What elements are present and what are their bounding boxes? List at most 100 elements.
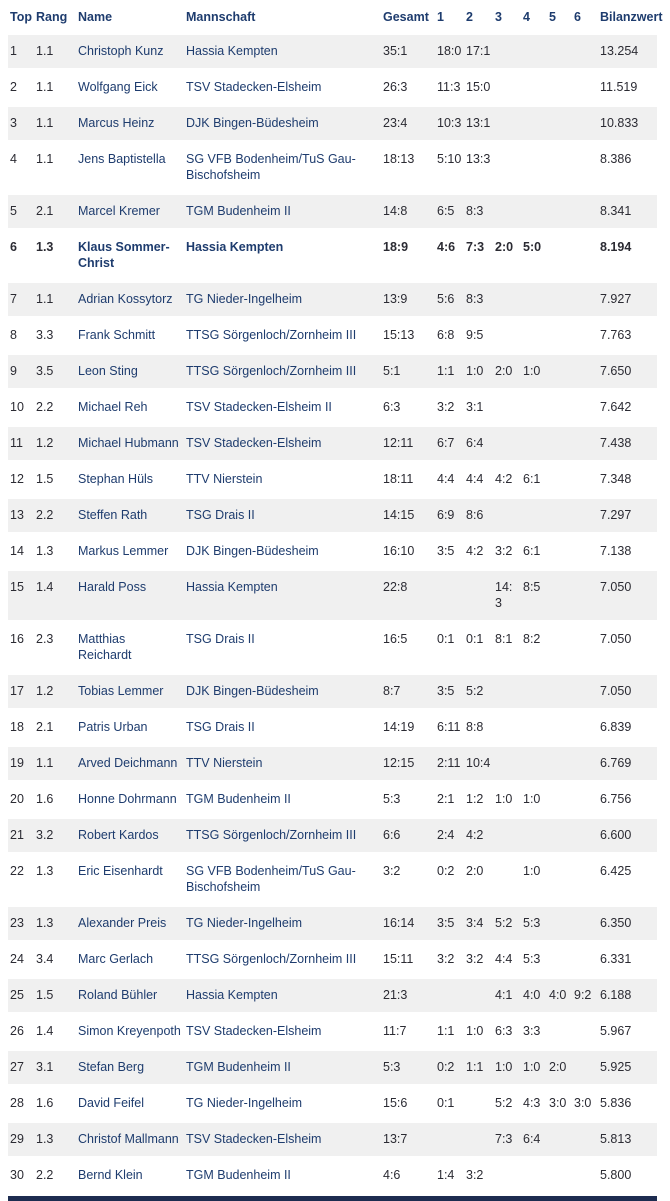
cell-round-1: 2:11 bbox=[437, 756, 461, 770]
table-row: 12 1.5 Stephan Hüls TTV Nierstein 18:11 … bbox=[8, 463, 657, 499]
player-name-link[interactable]: Bernd Klein bbox=[78, 1168, 143, 1182]
team-link[interactable]: Hassia Kempten bbox=[186, 44, 278, 58]
table-row: 15 1.4 Harald Poss Hassia Kempten 22:8 1… bbox=[8, 571, 657, 623]
cell-bilanzwert: 10.833 bbox=[600, 116, 639, 130]
team-link[interactable]: TG Nieder-Ingelheim bbox=[186, 916, 303, 930]
player-name-link[interactable]: Eric Eisenhardt bbox=[78, 864, 163, 878]
player-name-link[interactable]: Stefan Berg bbox=[78, 1060, 145, 1074]
cell-round-6 bbox=[574, 1167, 600, 1183]
cell-round-6 bbox=[574, 719, 600, 735]
player-name-link[interactable]: David Feifel bbox=[78, 1096, 144, 1110]
team-link[interactable]: SG VFB Bodenheim/TuS Gau-Bischofsheim bbox=[186, 152, 356, 182]
cell-round-6 bbox=[574, 151, 600, 183]
cell-gesamt: 15:11 bbox=[383, 952, 414, 966]
table-row: 4 1.1 Jens Baptistella SG VFB Bodenheim/… bbox=[8, 143, 657, 195]
player-name-link[interactable]: Michael Reh bbox=[78, 400, 148, 414]
player-name-link[interactable]: Harald Poss bbox=[78, 580, 147, 594]
cell-round-6 bbox=[574, 115, 600, 131]
cell-round-1 bbox=[437, 579, 466, 611]
cell-round-4 bbox=[523, 115, 549, 131]
team-link[interactable]: TSV Stadecken-Elsheim bbox=[186, 436, 322, 450]
player-name-link[interactable]: Michael Hubmann bbox=[78, 436, 179, 450]
player-name-link[interactable]: Steffen Rath bbox=[78, 508, 148, 522]
team-link[interactable]: DJK Bingen-Büdesheim bbox=[186, 544, 319, 558]
cell-bilanzwert: 5.925 bbox=[600, 1060, 632, 1074]
team-link[interactable]: TSG Drais II bbox=[186, 508, 255, 522]
cell-top-position: 2 bbox=[10, 80, 17, 94]
cell-round-5 bbox=[549, 79, 574, 95]
player-name-link[interactable]: Honne Dohrmann bbox=[78, 792, 177, 806]
cell-top-position: 7 bbox=[10, 292, 17, 306]
player-name-link[interactable]: Matthias Reichardt bbox=[78, 632, 132, 662]
player-name-link[interactable]: Klaus Sommer-Christ bbox=[78, 240, 170, 270]
cell-round-2: 3:2 bbox=[466, 1168, 484, 1182]
team-link[interactable]: TGM Budenheim II bbox=[186, 792, 291, 806]
team-link[interactable]: Hassia Kempten bbox=[186, 988, 278, 1002]
player-name-link[interactable]: Frank Schmitt bbox=[78, 328, 156, 342]
player-name-link[interactable]: Patris Urban bbox=[78, 720, 148, 734]
team-link[interactable]: TSV Stadecken-Elsheim bbox=[186, 80, 322, 94]
cell-round-1: 0:1 bbox=[437, 632, 455, 646]
team-link[interactable]: TG Nieder-Ingelheim bbox=[186, 1096, 303, 1110]
cell-round-6 bbox=[574, 507, 600, 523]
cell-round-3: 1:0 bbox=[495, 1060, 513, 1074]
cell-gesamt: 8:7 bbox=[383, 684, 401, 698]
cell-top-position: 22 bbox=[10, 864, 24, 878]
team-link[interactable]: TGM Budenheim II bbox=[186, 1168, 291, 1182]
cell-bilanzwert: 7.642 bbox=[600, 400, 632, 414]
team-link[interactable]: TTV Nierstein bbox=[186, 472, 263, 486]
cell-round-2: 4:2 bbox=[466, 828, 484, 842]
team-link[interactable]: Hassia Kempten bbox=[186, 240, 284, 254]
cell-round-2 bbox=[466, 1131, 495, 1147]
player-name-link[interactable]: Arved Deichmann bbox=[78, 756, 178, 770]
player-name-link[interactable]: Robert Kardos bbox=[78, 828, 159, 842]
team-link[interactable]: DJK Bingen-Büdesheim bbox=[186, 684, 319, 698]
team-link[interactable]: TSG Drais II bbox=[186, 720, 255, 734]
cell-rang: 1.5 bbox=[36, 472, 54, 486]
player-name-link[interactable]: Markus Lemmer bbox=[78, 544, 169, 558]
cell-bilanzwert: 5.813 bbox=[600, 1132, 632, 1146]
team-link[interactable]: TGM Budenheim II bbox=[186, 204, 291, 218]
cell-gesamt: 18:9 bbox=[383, 240, 409, 254]
cell-gesamt: 13:7 bbox=[383, 1132, 408, 1146]
player-name-link[interactable]: Wolfgang Eick bbox=[78, 80, 158, 94]
team-link[interactable]: TSV Stadecken-Elsheim bbox=[186, 1024, 322, 1038]
team-link[interactable]: TTSG Sörgenloch/Zornheim III bbox=[186, 952, 357, 966]
player-name-link[interactable]: Simon Kreyenpoth bbox=[78, 1024, 181, 1038]
cell-bilanzwert: 5.967 bbox=[600, 1024, 632, 1038]
team-link[interactable]: Hassia Kempten bbox=[186, 580, 278, 594]
player-name-link[interactable]: Stephan Hüls bbox=[78, 472, 154, 486]
player-name-link[interactable]: Jens Baptistella bbox=[78, 152, 166, 166]
cell-bilanzwert: 5.836 bbox=[600, 1096, 632, 1110]
cell-top-position: 28 bbox=[10, 1096, 24, 1110]
player-name-link[interactable]: Marcus Heinz bbox=[78, 116, 155, 130]
cell-gesamt: 14:19 bbox=[383, 720, 415, 734]
player-name-link[interactable]: Marc Gerlach bbox=[78, 952, 154, 966]
cell-rang: 1.1 bbox=[36, 756, 54, 770]
team-link[interactable]: TG Nieder-Ingelheim bbox=[186, 292, 303, 306]
cell-round-5 bbox=[549, 291, 574, 307]
team-link[interactable]: DJK Bingen-Büdesheim bbox=[186, 116, 319, 130]
cell-round-3 bbox=[495, 863, 523, 895]
team-link[interactable]: TSG Drais II bbox=[186, 632, 255, 646]
team-link[interactable]: TTSG Sörgenloch/Zornheim III bbox=[186, 364, 357, 378]
team-link[interactable]: TSV Stadecken-Elsheim bbox=[186, 1132, 322, 1146]
player-name-link[interactable]: Marcel Kremer bbox=[78, 204, 160, 218]
cell-round-4: 4:0 bbox=[523, 988, 541, 1002]
team-link[interactable]: TGM Budenheim II bbox=[186, 1060, 291, 1074]
team-link[interactable]: TSV Stadecken-Elsheim II bbox=[186, 400, 332, 414]
player-name-link[interactable]: Tobias Lemmer bbox=[78, 684, 164, 698]
player-name-link[interactable]: Alexander Preis bbox=[78, 916, 167, 930]
cell-round-1: 5:6 bbox=[437, 292, 455, 306]
player-name-link[interactable]: Adrian Kossytorz bbox=[78, 292, 173, 306]
player-name-link[interactable]: Leon Sting bbox=[78, 364, 138, 378]
team-link[interactable]: TTV Nierstein bbox=[186, 756, 263, 770]
team-link[interactable]: TTSG Sörgenloch/Zornheim III bbox=[186, 828, 357, 842]
team-link[interactable]: SG VFB Bodenheim/TuS Gau-Bischofsheim bbox=[186, 864, 356, 894]
player-name-link[interactable]: Roland Bühler bbox=[78, 988, 158, 1002]
cell-gesamt: 12:11 bbox=[383, 436, 414, 450]
team-link[interactable]: TTSG Sörgenloch/Zornheim III bbox=[186, 328, 357, 342]
player-name-link[interactable]: Christoph Kunz bbox=[78, 44, 164, 58]
player-name-link[interactable]: Christof Mallmann bbox=[78, 1132, 179, 1146]
cell-round-2: 6:4 bbox=[466, 436, 484, 450]
